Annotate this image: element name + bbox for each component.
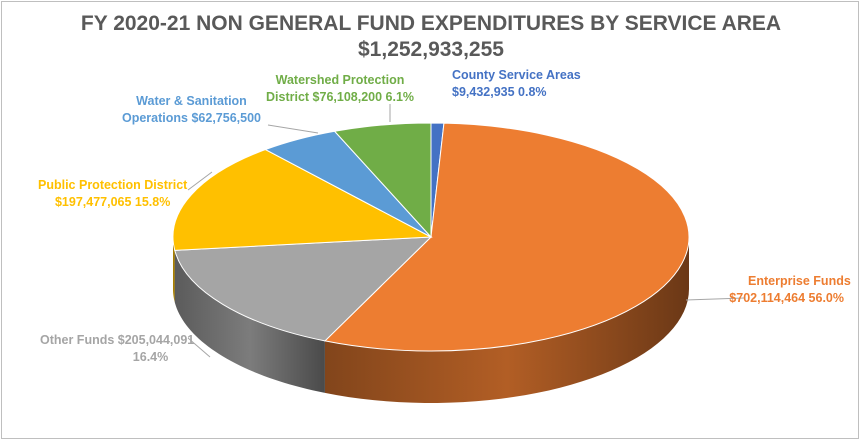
chart-title: FY 2020-21 NON GENERAL FUND EXPENDITURES… — [80, 12, 782, 35]
chart-subtitle: $1,252,933,255 — [358, 38, 504, 61]
label-county-service-areas: County Service Areas $9,432,935 0.8% — [452, 68, 581, 99]
label-enterprise-funds-amount: $702,114,464 56.0% — [729, 291, 844, 305]
label-other-funds: Other Funds $205,044,091 16.4% — [40, 333, 195, 364]
leader-line-water — [267, 124, 319, 134]
leader-line-ppd — [187, 171, 213, 191]
pie-side-public-protection-district — [173, 237, 175, 303]
pie-slice-other-funds — [174, 236, 433, 342]
pie-slice-public-protection-district — [172, 149, 433, 251]
leader-line-other — [187, 337, 211, 358]
label-water-sanitation: Water & Sanitation Operations $62,756,50… — [122, 94, 261, 125]
label-public-protection-district: Public Protection District $197,477,065 … — [38, 178, 188, 209]
label-watershed-protection: Watershed Protection District $76,108,20… — [266, 73, 415, 104]
leader-line-enterprise — [685, 297, 745, 301]
pie-slice-enterprise-funds — [323, 122, 690, 352]
pie-side-other-funds — [174, 250, 325, 393]
pie-side-enterprise-funds — [324, 237, 689, 403]
pie-slice-watershed-protection-district — [333, 122, 432, 239]
label-enterprise-funds: Enterprise Funds — [748, 274, 851, 288]
